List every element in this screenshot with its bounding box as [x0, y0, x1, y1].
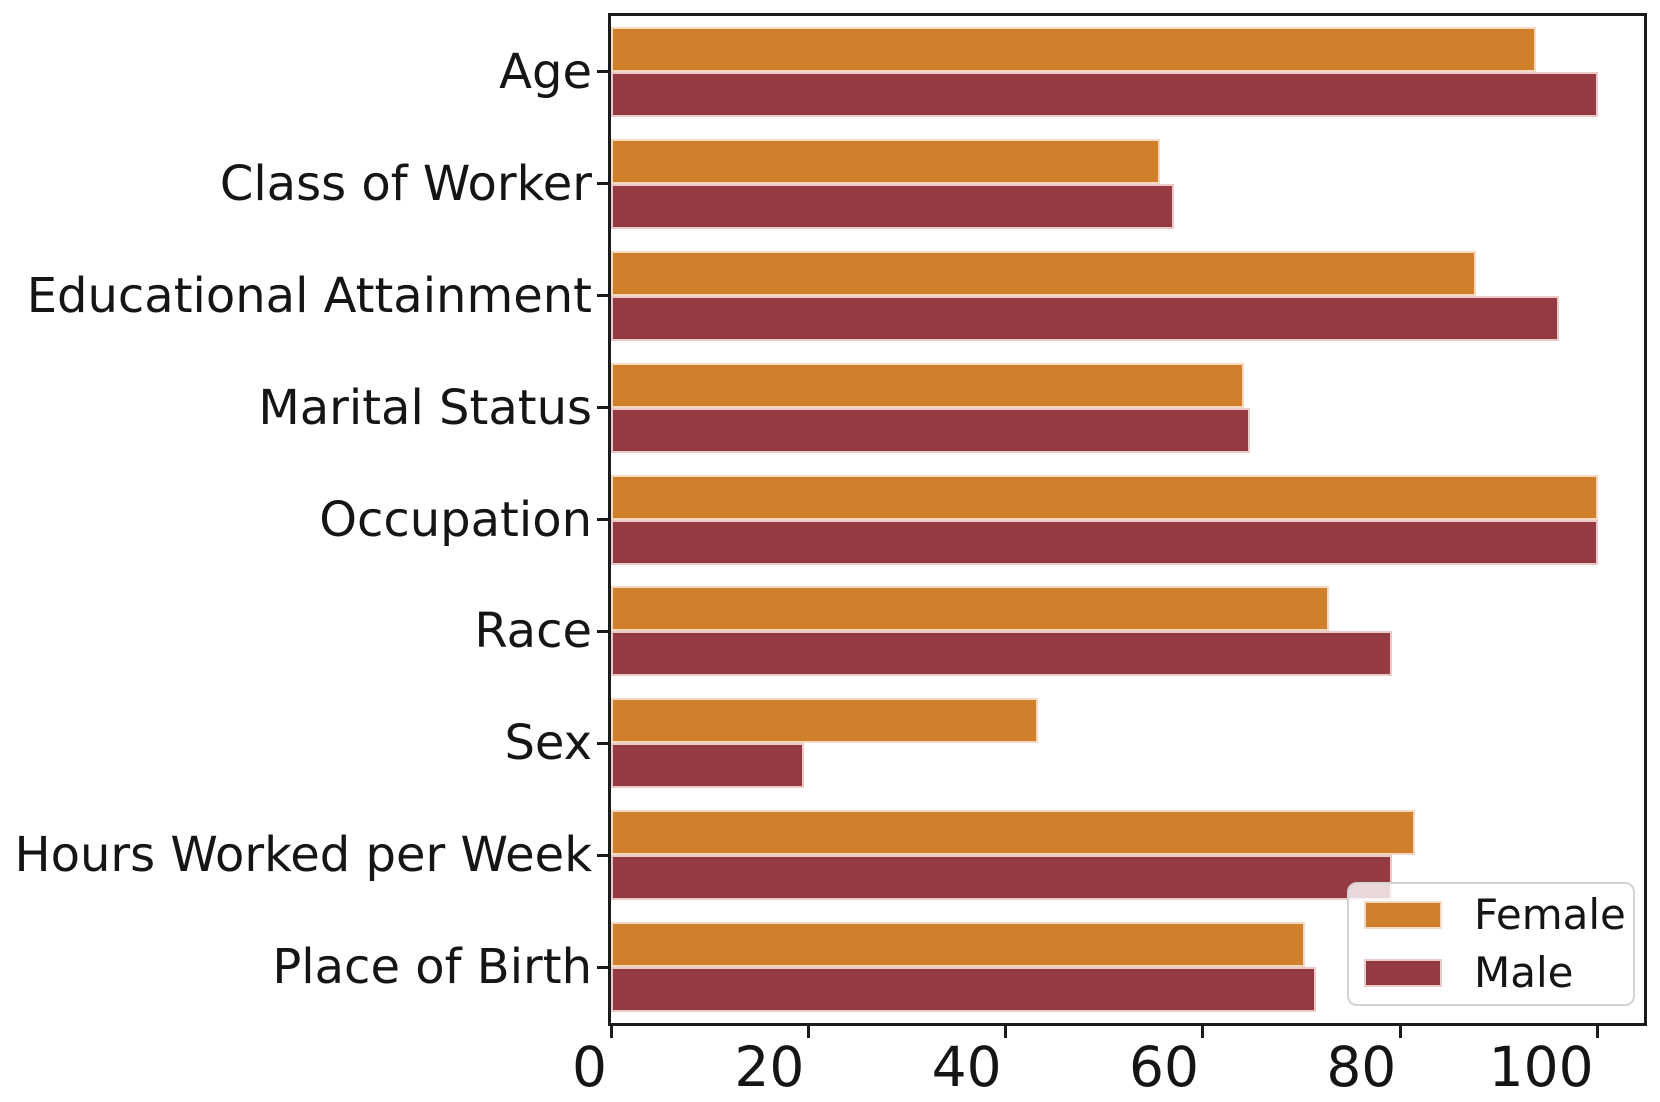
x-tick-label: 60	[1128, 1035, 1199, 1099]
category-label: Place of Birth	[272, 939, 592, 996]
legend-item-male: Male	[1349, 944, 1633, 1002]
bar-female-educational-attainment	[611, 250, 1477, 296]
bar-female-place-of-birth	[611, 922, 1305, 968]
x-tick	[1596, 1026, 1600, 1038]
bar-male-hours-worked-per-week	[611, 855, 1393, 901]
bar-female-occupation	[611, 474, 1598, 520]
y-tick	[597, 70, 608, 74]
bar-female-race	[611, 586, 1330, 632]
y-tick	[597, 965, 608, 969]
bar-male-marital-status	[611, 407, 1251, 453]
plot-area	[608, 13, 1647, 1026]
bar-male-educational-attainment	[611, 295, 1560, 341]
legend-swatch-male	[1364, 959, 1442, 987]
x-tick-label: 0	[572, 1035, 607, 1099]
category-label: Race	[474, 603, 592, 660]
legend-label-male: Male	[1474, 948, 1574, 997]
bar-female-age	[611, 26, 1537, 72]
x-tick	[1201, 1026, 1205, 1038]
bar-female-class-of-worker	[611, 138, 1160, 184]
bar-male-race	[611, 631, 1393, 677]
y-tick	[597, 518, 608, 521]
x-tick-label: 20	[734, 1035, 805, 1099]
bar-female-marital-status	[611, 362, 1245, 408]
legend: Female Male	[1347, 882, 1635, 1006]
category-label: Sex	[504, 715, 592, 772]
bar-male-occupation	[611, 519, 1598, 565]
bar-male-class-of-worker	[611, 183, 1175, 229]
x-tick	[1004, 1026, 1008, 1038]
legend-swatch-female	[1364, 901, 1442, 929]
y-tick	[597, 182, 608, 186]
category-label: Marital Status	[258, 379, 592, 436]
x-tick-label: 100	[1488, 1035, 1594, 1099]
y-tick	[597, 294, 608, 298]
category-label: Hours Worked per Week	[14, 827, 592, 884]
category-label: Class of Worker	[219, 155, 592, 212]
legend-label-female: Female	[1474, 890, 1626, 939]
y-tick	[597, 741, 608, 745]
category-label: Occupation	[319, 491, 592, 548]
x-tick	[806, 1026, 810, 1038]
y-tick	[597, 629, 608, 633]
bar-male-age	[611, 71, 1598, 117]
x-tick	[1398, 1026, 1402, 1038]
x-tick-label: 40	[931, 1035, 1002, 1099]
bar-female-sex	[611, 698, 1039, 744]
category-label: Educational Attainment	[26, 267, 592, 324]
bar-male-sex	[611, 743, 805, 789]
category-label: Age	[499, 43, 592, 100]
y-tick	[597, 853, 608, 857]
x-tick	[609, 1026, 613, 1038]
y-tick	[597, 406, 608, 410]
x-tick-label: 80	[1326, 1035, 1397, 1099]
bar-male-place-of-birth	[611, 967, 1317, 1013]
legend-item-female: Female	[1349, 886, 1633, 944]
bar-female-hours-worked-per-week	[611, 810, 1416, 856]
